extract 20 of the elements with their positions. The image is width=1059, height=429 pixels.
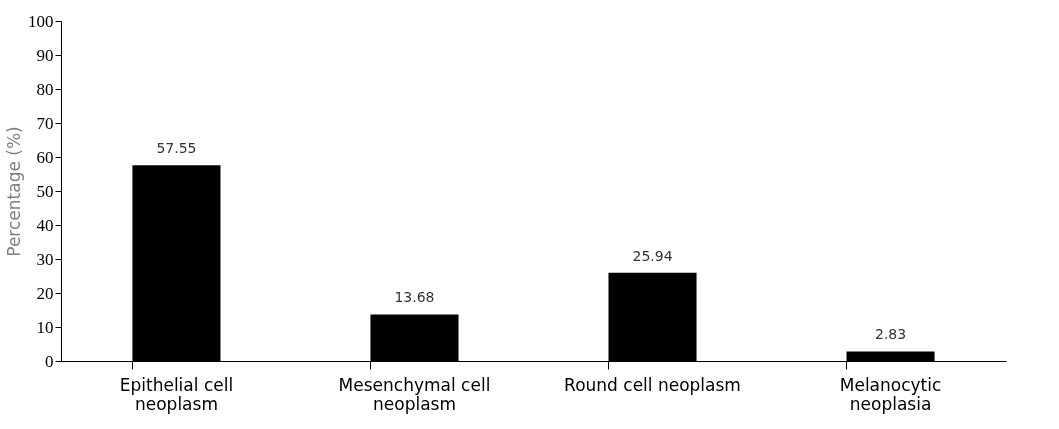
y-tick-label: 70 (36, 113, 54, 133)
x-tick-label: Mesenchymal cell neoplasm (338, 374, 491, 414)
data-label: 25.94 (632, 247, 673, 264)
y-tick-label: 0 (45, 351, 54, 371)
y-tick-label: 50 (36, 181, 54, 201)
y-tick-label: 40 (36, 215, 54, 235)
y-tick-label: 30 (36, 249, 54, 269)
y-tick-label: 60 (36, 147, 54, 167)
y-tick-label: 80 (36, 79, 54, 99)
y-axis-title: Percentage (%) (4, 126, 24, 257)
x-tick-label: Melanocytic neoplasia (839, 374, 942, 414)
data-label: 13.68 (394, 289, 435, 306)
data-label: 2.83 (874, 326, 907, 343)
y-tick-label: 90 (36, 45, 54, 65)
y-tick-label: 10 (36, 317, 54, 337)
x-tick-label: Epithelial cell neoplasm (119, 374, 234, 414)
x-tick-label: Round cell neoplasm (564, 374, 741, 395)
data-label: 57.55 (156, 140, 197, 157)
y-tick-label: 20 (36, 283, 54, 303)
y-tick-label: 100 (28, 11, 54, 31)
